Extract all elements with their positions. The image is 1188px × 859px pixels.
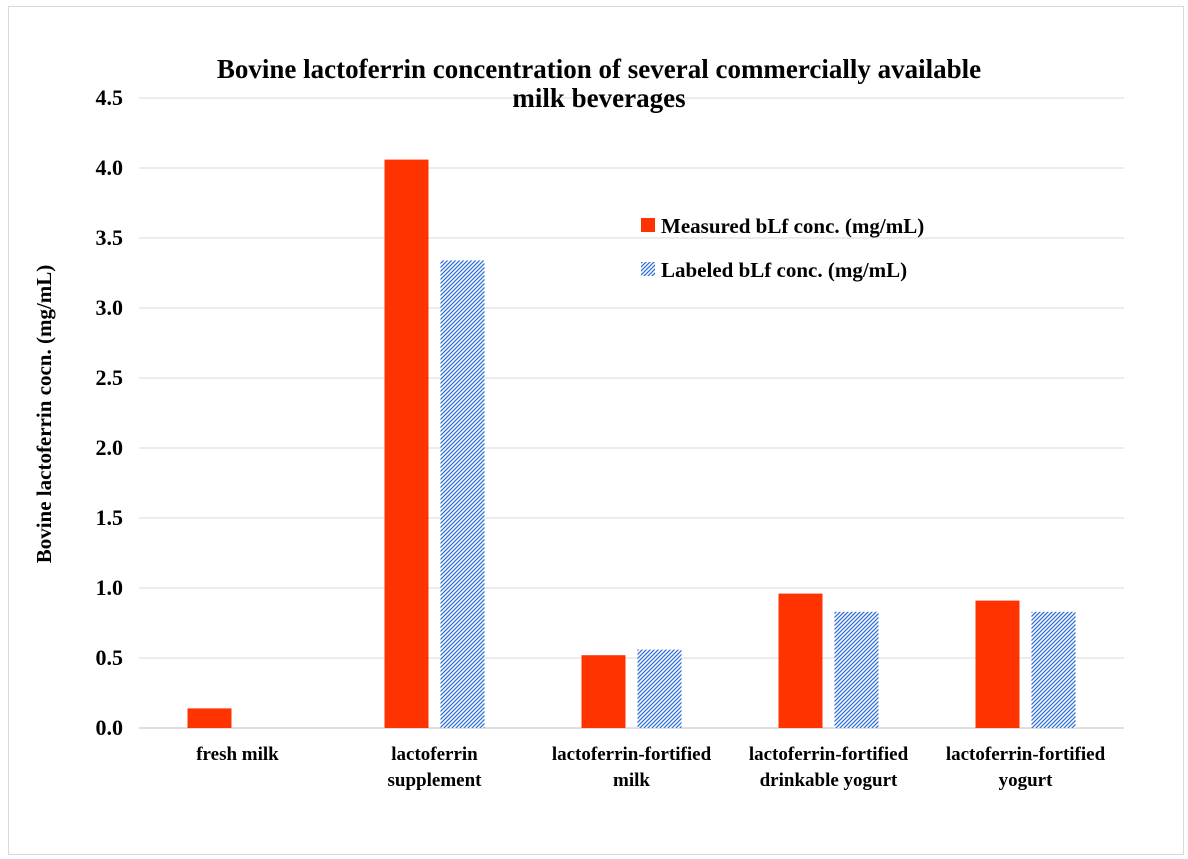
legend: Measured bLf conc. (mg/mL) Labeled bLf co… xyxy=(641,214,924,282)
x-category-label: lactoferrin-fortified milk xyxy=(552,744,712,791)
y-tick-label: 1.5 xyxy=(96,505,124,530)
chart-frame: 0.0 0.5 1.0 1.5 2.0 2.5 3.0 3.5 4.0 4.5 fresh mil… xyxy=(8,6,1184,855)
bar-labeled xyxy=(440,260,485,728)
bar-measured xyxy=(975,600,1020,728)
x-category-label: lactoferrin-fortified yogurt xyxy=(946,744,1106,791)
bar-labeled xyxy=(1031,611,1076,728)
y-axis-ticks: 0.0 0.5 1.0 1.5 2.0 2.5 3.0 3.5 4.0 4.5 xyxy=(96,85,124,740)
x-category-label: fresh milk xyxy=(196,744,279,765)
legend-label: Labeled bLf conc. (mg/mL) xyxy=(661,258,907,282)
y-tick-label: 4.0 xyxy=(96,155,124,180)
x-category-label: lactoferrin supplement xyxy=(388,744,483,791)
chart-title-line: milk beverages xyxy=(512,83,685,113)
y-tick-label: 0.5 xyxy=(96,645,124,670)
y-tick-label: 2.0 xyxy=(96,435,124,460)
bar-measured xyxy=(187,708,232,728)
x-category-label: lactoferrin-fortified drinkable yogurt xyxy=(749,744,909,791)
x-axis-categories: fresh milk lactoferrin supplement lactoferr… xyxy=(196,744,1105,791)
y-tick-label: 2.5 xyxy=(96,365,124,390)
gridlines xyxy=(139,97,1124,729)
y-axis-label: Bovine lactoferrin cocn. (mg/mL) xyxy=(32,265,56,564)
bar-measured xyxy=(384,159,429,729)
legend-label: Measured bLf conc. (mg/mL) xyxy=(661,214,924,238)
legend-swatch-labeled xyxy=(641,262,655,276)
y-tick-label: 4.5 xyxy=(96,85,124,110)
bar-measured xyxy=(581,655,626,728)
y-tick-label: 3.5 xyxy=(96,225,124,250)
bars xyxy=(187,159,1076,729)
bar-labeled xyxy=(637,649,682,728)
bar-labeled xyxy=(834,611,879,728)
y-tick-label: 1.0 xyxy=(96,575,124,600)
bar-chart: 0.0 0.5 1.0 1.5 2.0 2.5 3.0 3.5 4.0 4.5 fresh mil… xyxy=(32,54,1124,791)
y-tick-label: 0.0 xyxy=(96,715,124,740)
chart-title: Bovine lactoferrin concentration of seve… xyxy=(217,54,981,113)
bar-measured xyxy=(778,593,823,728)
legend-swatch-measured xyxy=(641,218,655,232)
y-tick-label: 3.0 xyxy=(96,295,124,320)
chart-title-line: Bovine lactoferrin concentration of seve… xyxy=(217,54,981,84)
